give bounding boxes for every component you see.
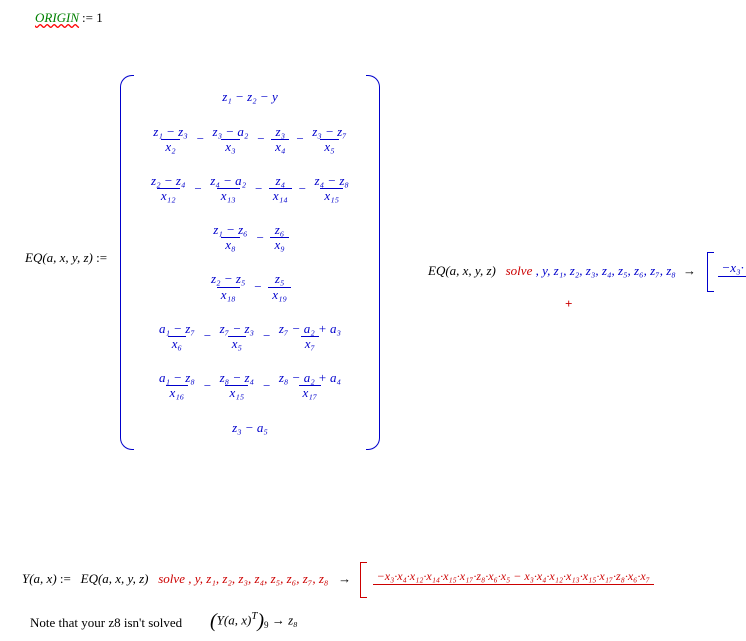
- y-assign-op: :=: [60, 571, 71, 586]
- y-solve-keyword: solve: [158, 571, 185, 586]
- r2b-num: z₃ − a₂: [211, 125, 251, 139]
- r5b-den: x₁₉: [268, 287, 291, 302]
- r2c-num: z₃: [274, 125, 288, 139]
- solve1-arrow: →: [683, 263, 696, 278]
- r2d-den: x₅: [320, 139, 338, 154]
- minus: −: [203, 328, 212, 344]
- note-body: Y(a, x): [217, 612, 252, 627]
- minus: −: [253, 279, 262, 295]
- solve1-result-num: −x₃·: [718, 260, 746, 276]
- r4b-num: z₆: [273, 223, 287, 237]
- y-arrow: →: [338, 571, 351, 586]
- r3c-den: x₁₄: [269, 188, 292, 203]
- origin-label: ORIGIN: [35, 10, 79, 26]
- y-bracket-open: [360, 562, 367, 598]
- r7b-num: z₈ − z₄: [218, 371, 256, 385]
- matrix-row-6: a₁ − z₇x₆ − z₇ − z₃x₅ − z₇ − a₂ + a₃x₇: [157, 322, 343, 352]
- r7c-num: z₈ − a₂ + a₄: [277, 371, 343, 385]
- origin-assign-op: :=: [82, 10, 93, 25]
- r2c-den: x₄: [271, 139, 289, 154]
- solve1-plus: +: [565, 296, 572, 312]
- matrix-row-3: z₂ − z₄x₁₂ − z₄ − a₂x₁₃ − z₄x₁₄ − z₄ − z…: [149, 174, 351, 204]
- r2b-den: x₃: [221, 139, 239, 154]
- origin-value: 1: [96, 10, 103, 25]
- note-expression: (Y(a, x)T)9 → z₈: [210, 610, 298, 633]
- minus: −: [262, 378, 271, 394]
- note-sub: 9: [264, 620, 269, 630]
- matrix-row-4: z₁ − z₆x₈ − z₆x₉: [211, 223, 289, 253]
- minus: −: [295, 131, 304, 147]
- r7a-num: a₁ − z₈: [157, 371, 197, 385]
- solve1-bracket-open: [707, 252, 714, 292]
- solve1-prefix: EQ(a, x, y, z): [428, 263, 496, 278]
- minus: −: [256, 230, 265, 246]
- y-result-den: [373, 584, 654, 591]
- note-arrow: →: [272, 612, 285, 627]
- matrix-row-7: a₁ − z₈x₁₆ − z₈ − z₄x₁₅ − z₈ − a₂ + a₄x₁…: [157, 371, 343, 401]
- r5a-den: x₁₈: [217, 287, 240, 302]
- equation-matrix: z₁ − z₂ − y z₁ − z₃x₂ − z₃ − a₂x₃ − z₃x₄…: [120, 75, 380, 450]
- r3a-num: z₂ − z₄: [149, 174, 187, 188]
- r6c-num: z₇ − a₂ + a₃: [277, 322, 343, 336]
- matrix-row-5: z₂ − z₅x₁₈ − z₅x₁₉: [209, 272, 291, 302]
- r3d-den: x₁₅: [320, 188, 343, 203]
- r6c-den: x₇: [301, 336, 319, 351]
- r3c-num: z₄: [274, 174, 288, 188]
- r4b-den: x₉: [270, 237, 288, 252]
- y-vars: , y, z₁, z₂, z₃, z₄, z₅, z₆, z₇, z₈: [188, 571, 328, 586]
- y-lhs: Y(a, x): [22, 571, 57, 586]
- note-text: Note that your z8 isn't solved: [30, 615, 182, 631]
- note-paren-l: (: [210, 610, 217, 632]
- r7a-den: x₁₆: [166, 385, 189, 400]
- minus: −: [193, 181, 202, 197]
- solve1-result-den: [718, 276, 746, 285]
- r5a-num: z₂ − z₅: [209, 272, 247, 286]
- minus: −: [196, 131, 205, 147]
- solve1-vars: , y, z₁, z₂, z₃, z₄, z₅, z₆, z₇, z₈: [536, 263, 676, 278]
- y-definition: Y(a, x) := EQ(a, x, y, z) solve , y, z₁,…: [22, 562, 654, 598]
- matrix-row-8: z₃ − a₅: [232, 420, 268, 436]
- r7c-den: x₁₇: [299, 385, 322, 400]
- matrix-paren-right: [366, 75, 380, 450]
- note-rhs: z₈: [288, 612, 298, 627]
- r7b-den: x₁₅: [225, 385, 248, 400]
- r5b-num: z₅: [273, 272, 287, 286]
- minus: −: [256, 131, 265, 147]
- r2a-num: z₁ − z₃: [151, 125, 189, 139]
- matrix-row-2: z₁ − z₃x₂ − z₃ − a₂x₃ − z₃x₄ − z₃ − z₇x₅: [151, 125, 348, 155]
- minus: −: [262, 328, 271, 344]
- r4a-num: z₁ − z₆: [211, 223, 249, 237]
- r6a-den: x₆: [168, 336, 186, 351]
- origin-assignment: := 1: [82, 10, 103, 26]
- y-result-num: −x₃·x₄·x₁₂·x₁₄·x₁₅·x₁₇·z₈·x₆·x₅ − x₃·x₄·…: [373, 569, 654, 584]
- r6b-num: z₇ − z₃: [218, 322, 256, 336]
- r3d-num: z₄ − z₈: [313, 174, 351, 188]
- minus: −: [298, 181, 307, 197]
- r6a-num: a₁ − z₇: [157, 322, 197, 336]
- r3b-num: z₄ − a₂: [208, 174, 248, 188]
- matrix-body: z₁ − z₂ − y z₁ − z₃x₂ − z₃ − a₂x₃ − z₃x₄…: [134, 75, 366, 450]
- matrix-paren-left: [120, 75, 134, 450]
- minus: −: [254, 181, 263, 197]
- solve-expression-1: EQ(a, x, y, z) solve , y, z₁, z₂, z₃, z₄…: [428, 252, 746, 292]
- solve1-keyword: solve: [506, 263, 533, 278]
- eq-function-call: EQ(a, x, y, z): [25, 250, 93, 265]
- r2d-num: z₃ − z₇: [310, 125, 348, 139]
- r2a-den: x₂: [161, 139, 179, 154]
- eq-assign-op: :=: [96, 250, 107, 265]
- r6b-den: x₅: [228, 336, 246, 351]
- r4a-den: x₈: [221, 237, 239, 252]
- minus: −: [203, 378, 212, 394]
- y-prefix: EQ(a, x, y, z): [81, 571, 149, 586]
- r3b-den: x₁₃: [217, 188, 240, 203]
- r3a-den: x₁₂: [157, 188, 180, 203]
- eq-definition-lhs: EQ(a, x, y, z) :=: [25, 250, 107, 266]
- matrix-row-1: z₁ − z₂ − y: [222, 89, 277, 105]
